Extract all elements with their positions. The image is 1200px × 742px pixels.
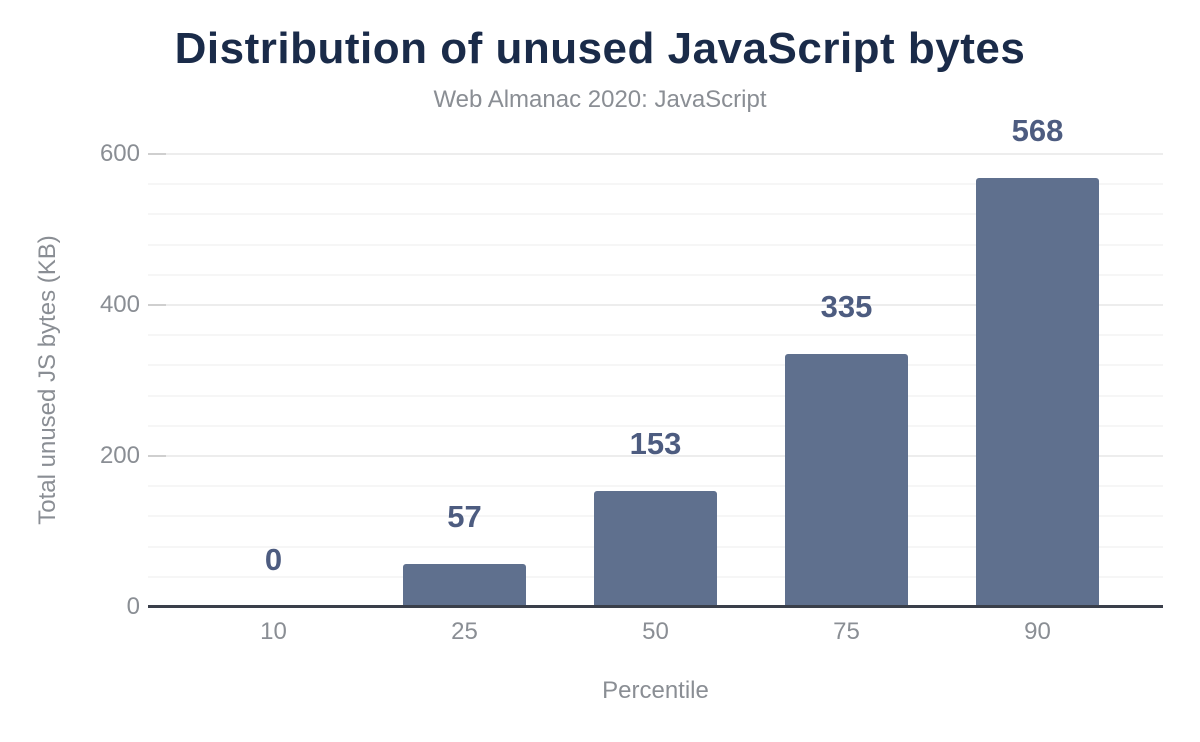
major-gridline bbox=[148, 304, 1163, 306]
bar-25 bbox=[403, 564, 526, 607]
major-gridline bbox=[148, 455, 1163, 457]
minor-gridline bbox=[148, 334, 1163, 337]
bar-value-label: 568 bbox=[1011, 113, 1064, 148]
bar-90 bbox=[976, 178, 1099, 607]
minor-gridline bbox=[148, 364, 1163, 367]
chart-title: Distribution of unused JavaScript bytes bbox=[174, 24, 1026, 73]
x-tick-label: 50 bbox=[642, 618, 669, 645]
x-tick-label: 90 bbox=[1024, 618, 1051, 645]
y-tick-label: 0 bbox=[126, 593, 140, 620]
x-tick-label: 75 bbox=[833, 618, 860, 645]
x-tick-label: 10 bbox=[260, 618, 287, 645]
bar-value-label: 0 bbox=[264, 542, 283, 577]
minor-gridline bbox=[148, 424, 1163, 427]
y-axis-tick bbox=[148, 304, 166, 306]
bar-value-label: 153 bbox=[629, 426, 682, 461]
x-tick-label: 25 bbox=[451, 618, 478, 645]
minor-gridline bbox=[148, 183, 1163, 186]
minor-gridline bbox=[148, 273, 1163, 276]
y-tick-label: 400 bbox=[99, 291, 140, 318]
plot-area: 0 200 400 600 0 10 57 25 153 50 335 75 568 90 bbox=[100, 113, 1163, 645]
bar-value-label: 57 bbox=[447, 499, 482, 534]
bar-value-label: 335 bbox=[820, 289, 873, 324]
chart-subtitle: Web Almanac 2020: JavaScript bbox=[433, 86, 767, 113]
major-gridline bbox=[148, 153, 1163, 155]
minor-gridline bbox=[148, 243, 1163, 246]
y-tick-label: 200 bbox=[99, 442, 140, 469]
y-axis-tick bbox=[148, 153, 166, 155]
minor-gridline bbox=[148, 213, 1163, 216]
x-axis-title: Percentile bbox=[602, 677, 709, 704]
bar-50 bbox=[594, 491, 717, 607]
bar-75 bbox=[785, 354, 908, 607]
x-axis-line bbox=[148, 605, 1163, 608]
minor-gridline bbox=[148, 485, 1163, 488]
minor-gridline bbox=[148, 394, 1163, 397]
y-axis-tick bbox=[148, 455, 166, 457]
y-axis-title: Total unused JS bytes (KB) bbox=[34, 235, 61, 525]
y-tick-label: 600 bbox=[99, 140, 140, 167]
